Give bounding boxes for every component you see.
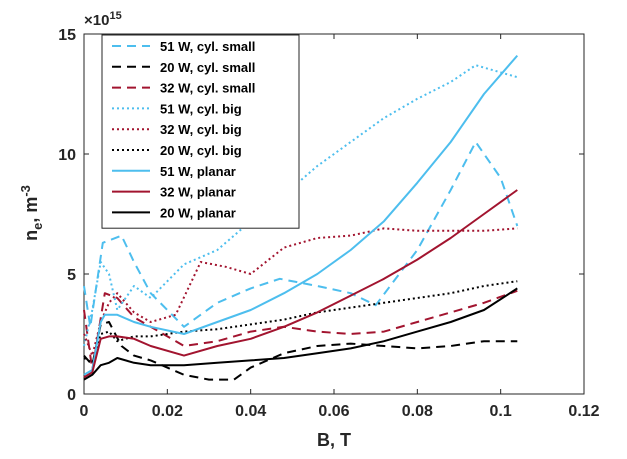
legend-label: 32 W, cyl. big (160, 122, 242, 137)
x-tick-label: 0 (80, 403, 89, 420)
y-label-base: n (21, 230, 41, 241)
x-axis-label: B, T (317, 430, 351, 450)
plot-lines (83, 54, 519, 381)
legend-label: 51 W, cyl. big (160, 101, 242, 116)
y-label-sup: -3 (18, 185, 33, 197)
y-axis-ticks: 0 5 10 15 (58, 27, 584, 404)
series-line-7 (83, 54, 519, 376)
series-line-4 (83, 64, 518, 347)
series-line-6 (83, 280, 518, 364)
legend-label: 20 W, cyl. small (160, 60, 255, 75)
y-tick-label: 15 (58, 27, 76, 44)
x-tick-label: 0.06 (318, 403, 349, 420)
x-axis-ticks: 0 0.02 0.04 0.06 0.08 0.1 0.12 (80, 34, 600, 420)
y-tick-label: 0 (67, 387, 76, 404)
series-line-1 (83, 141, 519, 328)
x-tick-label: 0.08 (402, 403, 433, 420)
legend-label: 51 W, planar (160, 164, 236, 179)
x-tick-label: 0.12 (568, 403, 599, 420)
legend-label: 20 W, cyl. big (160, 143, 242, 158)
y-axis-exponent: ×1015 (84, 10, 122, 29)
y-label-sub: e (30, 223, 45, 230)
legend-label: 32 W, planar (160, 185, 236, 200)
series-line-5 (83, 227, 518, 357)
y-tick-label: 5 (67, 267, 76, 284)
series-line-8 (83, 189, 518, 379)
x-tick-label: 0.02 (152, 403, 183, 420)
legend: 51 W, cyl. small 20 W, cyl. small 32 W, cy… (101, 34, 300, 229)
series-line-2 (83, 321, 518, 381)
series-line-3 (83, 289, 518, 371)
series-line-9 (83, 287, 518, 381)
y-tick-label: 10 (58, 147, 76, 164)
legend-label: 20 W, planar (160, 205, 236, 220)
y-label-mid: , m (21, 197, 41, 223)
x-tick-label: 0.1 (490, 403, 512, 420)
legend-label: 32 W, cyl. small (160, 81, 255, 96)
y-exponent-power: 15 (109, 10, 121, 22)
x-tick-label: 0.04 (235, 403, 266, 420)
legend-label: 51 W, cyl. small (160, 39, 255, 54)
y-exponent-prefix: ×10 (84, 12, 109, 29)
y-axis-label: ne, m-3 (18, 185, 45, 241)
